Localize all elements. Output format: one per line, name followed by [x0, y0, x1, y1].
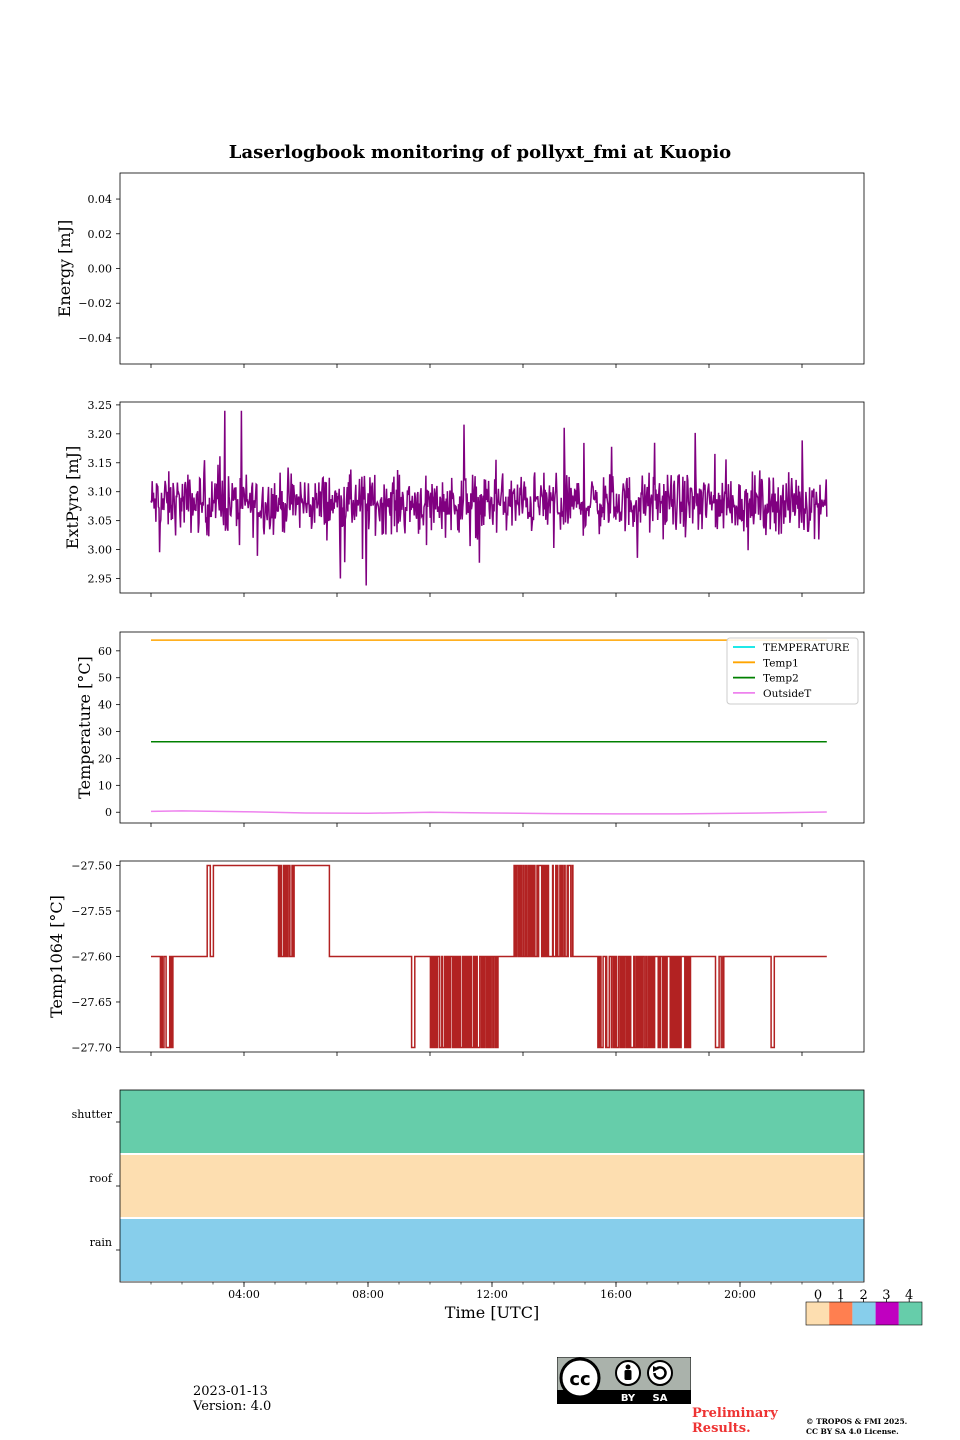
extpyro-ylabel: ExtPyro [mJ] — [63, 446, 82, 549]
temp1064-ylabel: Temp1064 [°C] — [47, 895, 66, 1018]
legend-label-temp2: Temp2 — [763, 673, 799, 685]
temp1064-ytick-label: −27.65 — [71, 996, 112, 1009]
energy-ytick-label: 0.04 — [88, 193, 113, 206]
colorbar-cell — [898, 1302, 922, 1325]
energy-ylabel: Energy [mJ] — [55, 220, 74, 318]
temp1064-ytick-label: −27.60 — [71, 951, 112, 964]
temperature-ytick-label: 20 — [98, 752, 112, 765]
status-band-roof — [120, 1155, 864, 1217]
x-tick-label: 08:00 — [352, 1288, 384, 1301]
sa-share-icon — [647, 1360, 673, 1386]
colorbar-cell — [852, 1302, 876, 1325]
by-text: BY — [621, 1393, 636, 1404]
status-band-shutter — [120, 1090, 864, 1153]
temp1064-ytick-label: −27.55 — [71, 905, 112, 918]
extpyro-ytick-label: 3.25 — [88, 399, 113, 412]
colorbar-tick-label: 0 — [814, 1288, 822, 1303]
preliminary-line2: Results. — [692, 1421, 751, 1436]
date-version-block: 2023-01-13 Version: 4.0 — [193, 1384, 271, 1414]
preliminary-line1: Preliminary — [692, 1406, 778, 1421]
colorbar-tick-label: 2 — [859, 1288, 867, 1303]
x-axis-label: Time [UTC] — [445, 1303, 539, 1322]
temperature-ytick-label: 0 — [105, 806, 112, 819]
energy-ytick-label: 0.02 — [88, 228, 113, 241]
cc-icon — [559, 1357, 601, 1399]
series-line-outsidet — [150, 810, 827, 815]
extpyro-line — [150, 410, 828, 586]
legend-label-temperature: TEMPERATURE — [763, 642, 850, 654]
extpyro-ytick-label: 3.20 — [88, 428, 113, 441]
panel-temperature: 60 50 40 30 20 10 0 Temperature [°C] TEMPERATURE… — [75, 631, 865, 827]
extpyro-ytick-label: 3.00 — [88, 544, 113, 557]
status-row-label-shutter: shutter — [72, 1108, 113, 1121]
temperature-ytick-label: 60 — [98, 645, 112, 658]
energy-ytick-label: −0.02 — [78, 297, 112, 310]
x-tick-label: 04:00 — [228, 1288, 260, 1301]
panel-status: shutter roof rain 04:00 08:00 12:00 16:00 20:00… — [72, 1089, 865, 1322]
temp1064-frame — [119, 860, 865, 1053]
extpyro-ytick-label: 3.10 — [88, 486, 113, 499]
temperature-ytick-label: 40 — [98, 699, 112, 712]
colorbar-cell — [875, 1302, 899, 1325]
figure-title: Laserlogbook monitoring of pollyxt_fmi a… — [229, 142, 731, 163]
colorbar-cell — [829, 1302, 853, 1325]
date-text: 2023-01-13 — [193, 1384, 268, 1399]
energy-frame — [119, 172, 865, 365]
colorbar-frame — [805, 1301, 923, 1326]
extpyro-ytick-label: 3.05 — [88, 515, 113, 528]
x-tick-label: 20:00 — [724, 1288, 756, 1301]
panel-energy: 0.04 0.02 0.00 −0.02 −0.04 Energy [mJ] — [55, 172, 865, 368]
temp1064-ytick-label: −27.50 — [71, 860, 112, 873]
sa-text: SA — [653, 1393, 668, 1404]
copyright-line2: CC BY SA 4.0 License. — [806, 1427, 899, 1436]
legend-box — [726, 637, 859, 705]
energy-ytick-label: 0.00 — [88, 263, 113, 276]
energy-ytick-label: −0.04 — [78, 332, 112, 345]
copyright-line1: © TROPOS & FMI 2025. — [806, 1417, 908, 1426]
temperature-frame — [119, 631, 865, 824]
extpyro-ytick-label: 2.95 — [88, 573, 113, 586]
colorbar-cell — [806, 1302, 830, 1325]
temperature-ytick-label: 50 — [98, 672, 112, 685]
status-row-label-rain: rain — [90, 1236, 112, 1249]
status-row-label-roof: roof — [89, 1172, 113, 1185]
legend-label-outsidet: OutsideT — [763, 688, 811, 700]
colorbar-tick-label: 1 — [837, 1288, 845, 1303]
temperature-ytick-label: 30 — [98, 726, 112, 739]
x-tick-label: 12:00 — [476, 1288, 508, 1301]
extpyro-ytick-label: 3.15 — [88, 457, 113, 470]
preliminary-results: Preliminary Results. — [692, 1406, 778, 1436]
temp1064-ytick-label: −27.70 — [71, 1041, 112, 1054]
x-tick-label: 16:00 — [600, 1288, 632, 1301]
extpyro-frame — [119, 401, 865, 594]
panel-temp1064: −27.50 −27.55 −27.60 −27.65 −27.70 Temp1064 [… — [47, 860, 865, 1056]
version-text: Version: 4.0 — [193, 1399, 272, 1414]
temperature-ytick-label: 10 — [98, 779, 112, 792]
temperature-legend: TEMPERATURE Temp1 Temp2 OutsideT — [726, 637, 859, 705]
colorbar-tick-label: 4 — [905, 1288, 913, 1303]
temperature-ylabel: Temperature [°C] — [75, 656, 94, 799]
temp1064-line — [151, 864, 827, 1049]
status-band-rain — [120, 1219, 864, 1281]
cc-text: cc — [569, 1369, 590, 1390]
legend-label-temp1: Temp1 — [763, 657, 799, 669]
cc-by-sa-badge: cc BY SA — [557, 1357, 691, 1404]
copyright-notice: © TROPOS & FMI 2025. CC BY SA 4.0 Licens… — [806, 1417, 907, 1437]
panel-extpyro: 3.25 3.20 3.15 3.10 3.05 3.00 2.95 ExtPyro [mJ] — [63, 399, 865, 597]
colorbar-tick-label: 3 — [882, 1288, 890, 1303]
